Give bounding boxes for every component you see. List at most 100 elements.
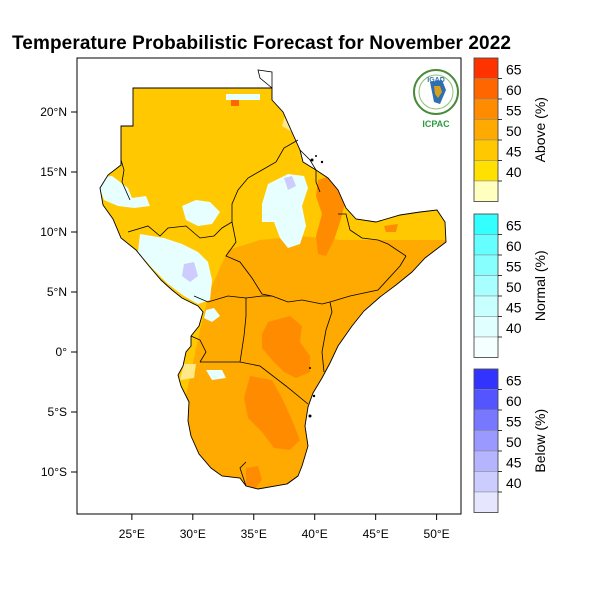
border-kenya-tanzania <box>200 361 309 405</box>
map-title: Temperature Probabilistic Forecast for N… <box>12 33 512 54</box>
shade-below-southsudan <box>182 262 198 282</box>
colorbar-outline <box>473 213 499 358</box>
lat-tick-label: 0° <box>56 345 68 359</box>
lat-tick-label: 10°N <box>40 225 67 239</box>
colorbar-swatch <box>473 180 499 202</box>
shade-above-40-lake <box>180 364 196 380</box>
lat-tick-label: 5°S <box>48 405 67 419</box>
lon-tick-label: 35°E <box>241 527 267 541</box>
shade-below-ethiopia <box>284 176 296 190</box>
colorbar-label: 55 <box>506 414 522 430</box>
shade-normal-uganda <box>204 308 220 322</box>
colorbar-1: 65 60 55 50 45 40 Normal (%) <box>473 213 548 358</box>
lat-axis: 20°N 15°N 10°N 5°N 0° 5°S 10°S <box>40 105 77 479</box>
colorbar-outline <box>473 368 499 513</box>
border-ethiopia-somaliland <box>349 229 407 257</box>
colorbar-swatch <box>473 389 499 411</box>
colorbar-swatch <box>473 491 499 513</box>
border-eritrea <box>299 149 321 193</box>
logo-bottom-text: ICPAC <box>422 119 450 129</box>
lat-tick-label: 20°N <box>40 105 67 119</box>
colorbar-title: Below (%) <box>532 409 548 473</box>
islands <box>308 155 324 418</box>
colorbar-swatch <box>473 336 499 358</box>
shade-above-55-tanzania <box>244 376 300 450</box>
lon-tick-label: 25°E <box>119 527 145 541</box>
colorbar-swatch <box>473 57 499 79</box>
colorbar-label: 60 <box>506 238 522 254</box>
colorbar-swatch <box>473 254 499 276</box>
lon-tick-label: 40°E <box>302 527 328 541</box>
colorbar-outline <box>473 57 499 202</box>
colorbar-swatch <box>473 160 499 182</box>
colorbar-swatch <box>473 213 499 235</box>
colorbar-label: 40 <box>506 320 522 336</box>
colorbar-swatch <box>473 471 499 493</box>
colorbar-2: 65 60 55 50 45 40 Below (%) <box>473 368 548 513</box>
colorbar-label: 50 <box>506 279 522 295</box>
colorbar-label: 60 <box>506 393 522 409</box>
colorbar-label: 55 <box>506 259 522 275</box>
shade-above-55-ethiopia <box>316 176 346 256</box>
colorbar-swatch <box>473 450 499 472</box>
colorbar-swatch <box>473 78 499 100</box>
lon-tick-label: 45°E <box>363 527 389 541</box>
colorbar-label: 45 <box>506 455 522 471</box>
border-sudan-southsudan <box>127 139 299 239</box>
colorbar-swatch <box>473 234 499 256</box>
colorbars: 65 60 55 50 45 40 Above (%) 65 60 55 50 45 40 Normal … <box>473 57 548 513</box>
country-borders <box>120 69 407 487</box>
colorbar-0: 65 60 55 50 45 40 Above (%) <box>473 57 548 202</box>
border-southsudan-uganda <box>193 295 272 303</box>
shade-normal-southsudan <box>138 234 212 304</box>
colorbar-title: Above (%) <box>532 97 548 162</box>
shade-normal-west <box>100 176 150 208</box>
shade-above-55-south <box>246 466 262 489</box>
colorbar-label: 40 <box>506 475 522 491</box>
colorbar-swatch <box>473 316 499 338</box>
colorbar-swatch <box>473 430 499 452</box>
colorbar-label: 40 <box>506 164 522 180</box>
colorbar-label: 55 <box>506 103 522 119</box>
border-ethiopia-somalia <box>329 255 407 303</box>
border-southsudan-ethiopia <box>225 221 273 297</box>
lon-tick-label: 50°E <box>424 527 450 541</box>
colorbar-label: 65 <box>506 62 522 78</box>
shade-normal-central <box>182 200 220 226</box>
shade-normal-ethiopia <box>262 174 308 248</box>
border-egypt-north <box>257 69 273 89</box>
border-uganda-kenya <box>239 298 247 363</box>
border-chad <box>120 159 131 201</box>
colorbar-label: 50 <box>506 434 522 450</box>
lon-axis: 25°E 30°E 35°E 40°E 45°E 50°E <box>119 514 450 541</box>
lat-tick-label: 15°N <box>40 165 67 179</box>
colorbar-swatch <box>473 409 499 431</box>
lon-tick-label: 30°E <box>180 527 206 541</box>
colorbar-label: 65 <box>506 373 522 389</box>
logo-top-text: IGAD <box>427 77 445 84</box>
colorbar-swatch <box>473 139 499 161</box>
colorbar-label: 50 <box>506 123 522 139</box>
colorbar-swatch <box>473 98 499 120</box>
colorbar-swatch <box>473 368 499 390</box>
icpac-logo: IGAD ICPAC <box>413 69 459 129</box>
border-djibouti <box>338 213 351 231</box>
shade-above-55-kenya <box>262 316 310 378</box>
border-mozambique <box>286 475 299 485</box>
shade-normal-north-strip <box>226 94 260 100</box>
colorbar-label: 45 <box>506 144 522 160</box>
colorbar-swatch <box>473 119 499 141</box>
colorbar-label: 45 <box>506 300 522 316</box>
colorbar-swatch <box>473 295 499 317</box>
border-rwanda <box>190 335 207 363</box>
colorbar-title: Normal (%) <box>532 250 548 321</box>
colorbar-label: 60 <box>506 82 522 98</box>
colorbar-label: 65 <box>506 218 522 234</box>
lat-tick-label: 10°S <box>41 465 67 479</box>
border-malawi <box>239 461 247 487</box>
shade-above-55-somalia <box>384 224 398 232</box>
colorbar-swatch <box>473 275 499 297</box>
shade-normal-lake <box>206 370 226 380</box>
lat-tick-label: 5°N <box>47 285 67 299</box>
